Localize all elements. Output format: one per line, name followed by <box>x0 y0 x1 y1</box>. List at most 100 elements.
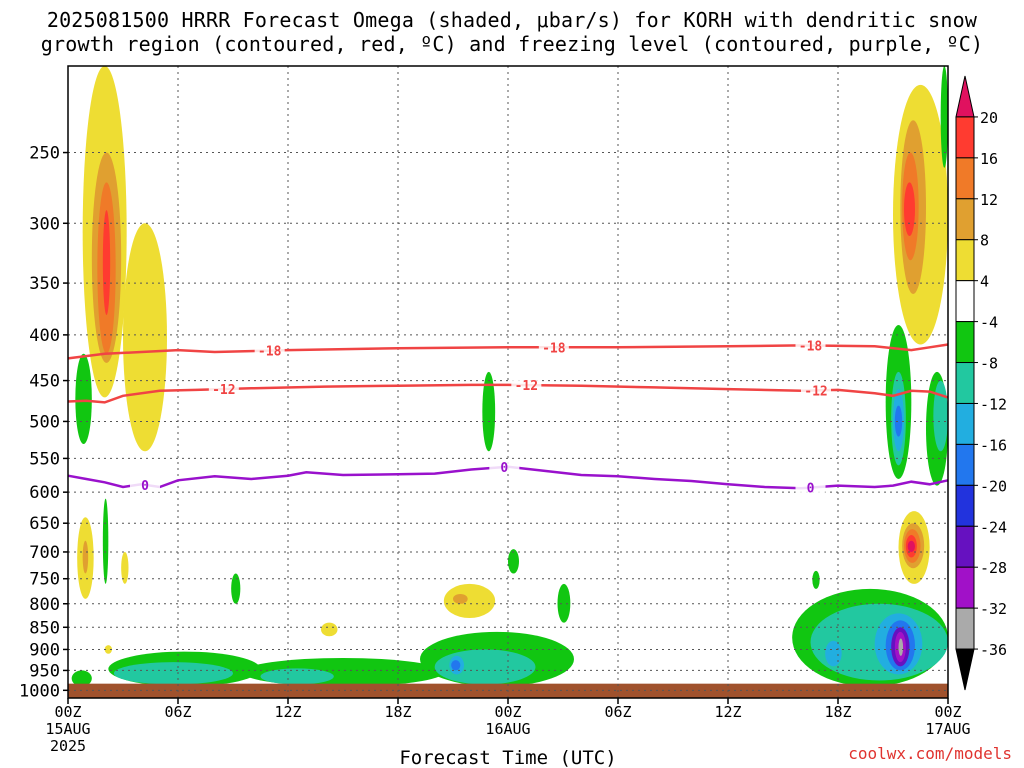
omega-region-pos20 <box>907 540 915 552</box>
colorbar-label: 4 <box>980 273 989 291</box>
omega-region-neg12 <box>825 640 842 667</box>
omega-region-neg4 <box>482 371 496 452</box>
colorbar-swatch <box>955 157 975 200</box>
contour-label-frz_0: 0 <box>141 479 149 494</box>
omega-region-neg8 <box>933 380 948 452</box>
x-tick-label-48: 00Z <box>934 703 961 721</box>
contour-label-bg <box>795 479 826 495</box>
shaded-regions <box>71 66 948 692</box>
contour-label-bg <box>801 382 831 398</box>
contour-dgz_-18 <box>67 343 949 360</box>
colorbar-label: 12 <box>980 191 998 209</box>
contour-dgz_-12 <box>67 383 949 404</box>
chart-title-line1: 2025081500 HRRR Forecast Omega (shaded, … <box>46 8 978 32</box>
contour-layer: -18 -18 -18 -12 -12 -12 0 0 0 <box>67 337 949 497</box>
omega-region-neg4 <box>508 549 519 574</box>
colorbar-label: -8 <box>980 355 998 373</box>
omega-region-neg8 <box>113 662 233 685</box>
colorbar-label: -12 <box>980 395 1007 413</box>
x-tick-label-30: 06Z <box>604 703 631 721</box>
contour-label-frz_0: 0 <box>807 482 815 497</box>
colorbar-swatch <box>955 280 975 323</box>
x-tick-label-12: 12Z <box>274 703 301 721</box>
colorbar-bottom-arrow <box>955 648 975 691</box>
x-tick-date-24: 16AUG <box>485 720 530 738</box>
y-tick-label-250: 250 <box>29 144 60 164</box>
colorbar-top-arrow <box>955 75 975 118</box>
contour-label-dgz_-18: -18 <box>258 345 282 360</box>
x-tick-date-0: 15AUG <box>45 720 90 738</box>
contour-label-dgz_-12: -12 <box>804 384 827 399</box>
colorbar-swatch <box>955 443 975 486</box>
omega-region-pos16 <box>904 182 915 237</box>
contour-label-dgz_-12: -12 <box>212 383 235 398</box>
x-tick-year-0: 2025 <box>50 737 86 755</box>
contour-label-dgz_-18: -18 <box>542 341 566 356</box>
y-tick-label-700: 700 <box>29 543 60 563</box>
chart-title-line2: growth region (contoured, red, ºC) and f… <box>40 32 984 56</box>
colorbar-label: -24 <box>980 518 1007 536</box>
omega-region-pos8 <box>82 540 89 574</box>
omega-region-neg32 <box>898 638 904 656</box>
omega-region-pos4 <box>123 223 167 452</box>
contour-label-frz_0: 0 <box>500 461 508 476</box>
contour-label-dgz_-18: -18 <box>799 340 823 355</box>
contour-label-bg <box>254 342 285 358</box>
credit-link[interactable]: coolwx.com/models <box>848 744 1012 763</box>
colorbar-swatch <box>955 484 975 527</box>
contour-label-bg <box>208 381 239 397</box>
x-tick-label-0: 00Z <box>54 703 81 721</box>
colorbar-label: -36 <box>980 641 1007 659</box>
omega-region-pos4 <box>121 551 129 584</box>
contour-label-dgz_-12: -12 <box>515 379 538 394</box>
omega-region-pos4 <box>443 583 496 619</box>
colorbar-swatch <box>955 362 975 404</box>
contour-label-bg <box>511 377 542 393</box>
colorbar-swatch <box>955 239 975 282</box>
y-tick-label-1000: 1000 <box>19 681 60 701</box>
y-tick-label-350: 350 <box>29 274 60 294</box>
y-tick-label-800: 800 <box>29 595 60 615</box>
omega-region-neg16 <box>451 660 461 671</box>
y-tick-label-400: 400 <box>29 326 60 346</box>
omega-region-neg4 <box>557 583 571 623</box>
contour-label-bg <box>130 476 160 492</box>
omega-region-pos8 <box>453 593 468 604</box>
y-tick-label-850: 850 <box>29 618 60 638</box>
colorbar-swatch <box>955 402 975 445</box>
colorbar-label: 16 <box>980 150 998 168</box>
x-tick-date-48: 17AUG <box>925 720 970 738</box>
y-tick-label-750: 750 <box>29 570 60 590</box>
x-tick-label-42: 18Z <box>824 703 851 721</box>
y-tick-label-450: 450 <box>29 372 60 392</box>
contour-label-bg <box>489 459 520 475</box>
contour-label-bg <box>795 337 826 353</box>
y-axis: 2503003504004505005506006507007508008509… <box>19 144 68 701</box>
colorbar-label: 8 <box>980 232 989 250</box>
x-tick-label-6: 06Z <box>164 703 191 721</box>
x-tick-label-36: 12Z <box>714 703 741 721</box>
omega-region-neg4 <box>71 670 92 687</box>
y-tick-label-950: 950 <box>29 661 60 681</box>
y-tick-label-650: 650 <box>29 514 60 534</box>
y-tick-label-900: 900 <box>29 640 60 660</box>
colorbar-label: -28 <box>980 559 1007 577</box>
colorbar-swatch <box>955 525 975 568</box>
omega-region-pos4 <box>321 622 338 637</box>
omega-region-neg4 <box>75 353 92 445</box>
omega-region-pos4 <box>104 645 113 654</box>
y-tick-label-500: 500 <box>29 412 60 432</box>
contour-label-bg <box>538 339 569 355</box>
omega-region-pos16 <box>102 210 111 315</box>
colorbar-label: -32 <box>980 600 1007 618</box>
colorbar-swatch <box>955 566 975 609</box>
omega-region-neg16 <box>894 405 903 437</box>
colorbar-label: -4 <box>980 314 998 332</box>
omega-shading-layer <box>71 66 948 692</box>
omega-region-neg8 <box>260 668 334 685</box>
colorbar-swatch <box>955 116 975 159</box>
colorbar-swatch <box>955 321 975 364</box>
y-tick-label-300: 300 <box>29 214 60 234</box>
colorbar-label: -16 <box>980 436 1007 454</box>
